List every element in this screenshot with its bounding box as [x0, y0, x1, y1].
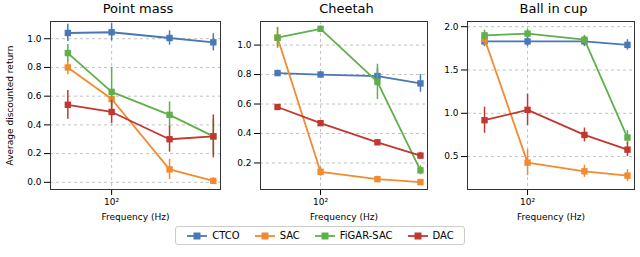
svg-text:0.4: 0.4: [27, 120, 42, 130]
html-text:FiGAR-SAC: FiGAR-SAC: [339, 230, 393, 241]
html-text:Point mass: Point mass: [102, 1, 174, 16]
svg-text:1.0: 1.0: [237, 40, 252, 50]
html-text:Cheetah: Cheetah: [319, 1, 374, 16]
svg-text:10²: 10²: [520, 197, 535, 207]
svg-text:0.8: 0.8: [237, 69, 252, 79]
svg-text:0.0: 0.0: [27, 177, 42, 187]
svg-text:Frequency (Hz): Frequency (Hz): [517, 212, 585, 222]
svg-text:0.6: 0.6: [237, 99, 252, 109]
svg-text:0.4: 0.4: [237, 128, 252, 138]
svg-text:Frequency (Hz): Frequency (Hz): [102, 212, 170, 222]
svg-text:Frequency (Hz): Frequency (Hz): [310, 212, 378, 222]
html-text:SAC: SAC: [279, 230, 300, 241]
html-text:CTCO: CTCO: [212, 230, 240, 241]
html-text:DAC: DAC: [432, 230, 454, 241]
svg-text:Average discounted return: Average discounted return: [5, 46, 15, 166]
svg-text:0.2: 0.2: [27, 148, 41, 158]
html-text:Ball in cup: Ball in cup: [519, 1, 588, 16]
svg-text:0.6: 0.6: [27, 91, 42, 101]
svg-text:1.0: 1.0: [444, 108, 459, 118]
svg-text:1.0: 1.0: [27, 34, 42, 44]
svg-text:10²: 10²: [104, 197, 119, 207]
svg-text:2.0: 2.0: [444, 22, 459, 32]
svg-text:0.2: 0.2: [237, 158, 251, 168]
svg-text:10²: 10²: [313, 197, 328, 207]
svg-text:0.5: 0.5: [444, 151, 458, 161]
svg-text:1.5: 1.5: [444, 65, 458, 75]
svg-text:0.8: 0.8: [27, 62, 42, 72]
